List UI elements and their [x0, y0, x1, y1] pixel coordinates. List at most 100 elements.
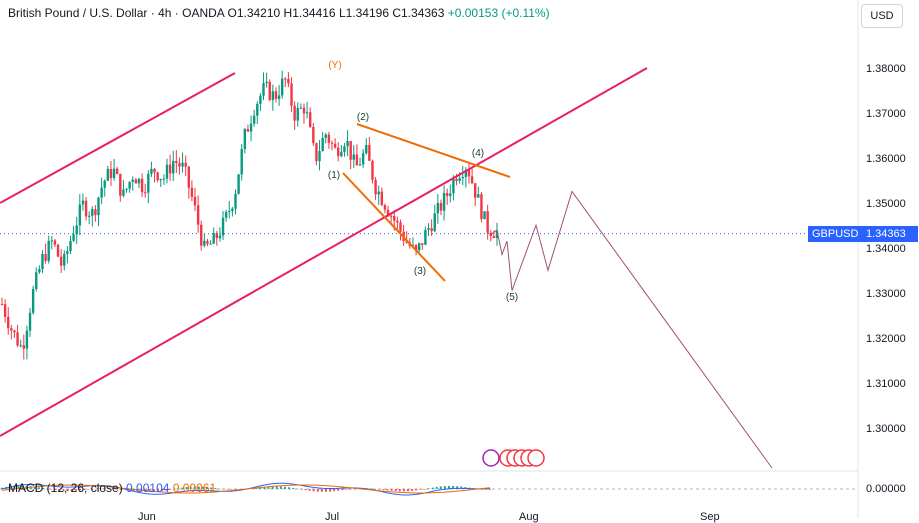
macd-histogram-bar — [283, 486, 286, 489]
channel-lower-line — [0, 67, 648, 437]
candle-body — [346, 140, 349, 147]
candle-body — [380, 191, 384, 206]
candle-body — [302, 107, 306, 114]
candle-body — [56, 244, 60, 257]
candle-body — [343, 146, 346, 152]
macd-legend[interactable]: MACD (12, 26, close) 0.00104 0.00061 — [8, 481, 216, 495]
candle-body — [433, 213, 436, 232]
y-tick-label: 1.34000 — [866, 243, 906, 255]
macd-histogram-bar — [91, 489, 94, 490]
candle-body — [256, 103, 259, 116]
macd-histogram-bar — [296, 488, 299, 490]
candle-body — [84, 200, 88, 217]
macd-histogram-bar — [189, 486, 192, 489]
macd-histogram-bar — [222, 489, 225, 490]
candle-body — [81, 200, 85, 205]
candles — [0, 70, 499, 360]
candle-body — [200, 224, 203, 246]
macd-histogram-bar — [378, 489, 381, 490]
macd-histogram-bar — [115, 488, 118, 490]
candle-body — [358, 164, 362, 166]
candle-body — [249, 123, 253, 132]
candle-body — [452, 178, 455, 194]
candle-body — [140, 178, 144, 193]
macd-histogram-bar — [300, 489, 303, 490]
candle-body — [134, 179, 138, 184]
macd-histogram-bar — [9, 486, 12, 489]
macd-histogram-bar — [329, 489, 332, 492]
candle-body — [16, 332, 19, 346]
candle-body — [137, 178, 141, 184]
candle-body — [0, 304, 4, 305]
macd-histogram-bar — [62, 489, 65, 491]
macd-histogram-bar — [107, 488, 110, 489]
candle-body — [340, 151, 343, 157]
candle-body — [87, 215, 91, 217]
macd-histogram-bar — [312, 489, 315, 492]
y-tick-label: 1.31000 — [866, 378, 906, 390]
candle-body — [206, 240, 209, 244]
candle-body — [368, 144, 371, 161]
candle-body — [436, 203, 440, 214]
macd-histogram-bar — [271, 486, 274, 489]
wedge-lower-line — [342, 172, 446, 282]
candle-body — [293, 105, 296, 121]
channel-upper-line — [0, 72, 236, 204]
candle-body — [333, 143, 337, 148]
candle-body — [78, 204, 82, 226]
macd-histogram-bar — [324, 489, 327, 492]
macd-histogram-bar — [456, 486, 459, 489]
macd-histogram-bar — [197, 486, 200, 489]
candle-body — [159, 178, 162, 181]
candle-body — [374, 179, 377, 195]
candle-body — [383, 205, 387, 210]
candle-body — [483, 211, 486, 220]
candle-body — [50, 240, 54, 242]
macd-histogram-bar — [316, 489, 319, 492]
candle-body — [175, 160, 178, 164]
macd-histogram-bar — [83, 489, 86, 491]
candle-body — [474, 183, 477, 198]
candle-body — [100, 187, 103, 198]
candle-body — [271, 91, 275, 100]
macd-histogram-bar — [99, 488, 102, 489]
macd-histogram-bar — [255, 487, 258, 489]
candle-body — [349, 140, 352, 160]
candle-body — [218, 235, 222, 239]
candle-body — [91, 209, 94, 216]
y-tick-label: 1.38000 — [866, 63, 906, 75]
macd-histogram-bar — [181, 487, 184, 489]
macd-histogram-bar — [103, 488, 106, 489]
candle-body — [262, 83, 265, 96]
candle-body — [234, 193, 237, 209]
x-label-aug: Aug — [519, 511, 539, 523]
currency-button[interactable]: USD — [861, 4, 903, 28]
y-tick-label: 1.37000 — [866, 108, 906, 120]
macd-histogram-bar — [201, 486, 204, 489]
candle-body — [399, 222, 402, 232]
candle-body — [414, 245, 418, 251]
candle-body — [480, 194, 483, 220]
candle-body — [221, 217, 225, 236]
candle-body — [315, 143, 318, 162]
candle-body — [330, 142, 334, 144]
candle-body — [296, 108, 299, 121]
macd-histogram-bar — [460, 486, 463, 489]
candle-body — [365, 144, 368, 154]
macd-value-1: 0.00104 — [126, 481, 170, 495]
candle-body — [389, 215, 393, 217]
candle-body — [274, 91, 278, 99]
candle-body — [327, 134, 331, 143]
candle-body — [41, 253, 44, 270]
candle-body — [119, 173, 122, 196]
candle-body — [69, 240, 72, 252]
macd-histogram-bar — [21, 485, 24, 489]
macd-histogram-bar — [119, 489, 122, 490]
wave-label: (2) — [357, 112, 369, 123]
candle-body — [44, 253, 47, 261]
macd-histogram-bar — [279, 486, 282, 489]
candle-body — [28, 312, 32, 331]
event-icon-lightning — [482, 449, 500, 467]
